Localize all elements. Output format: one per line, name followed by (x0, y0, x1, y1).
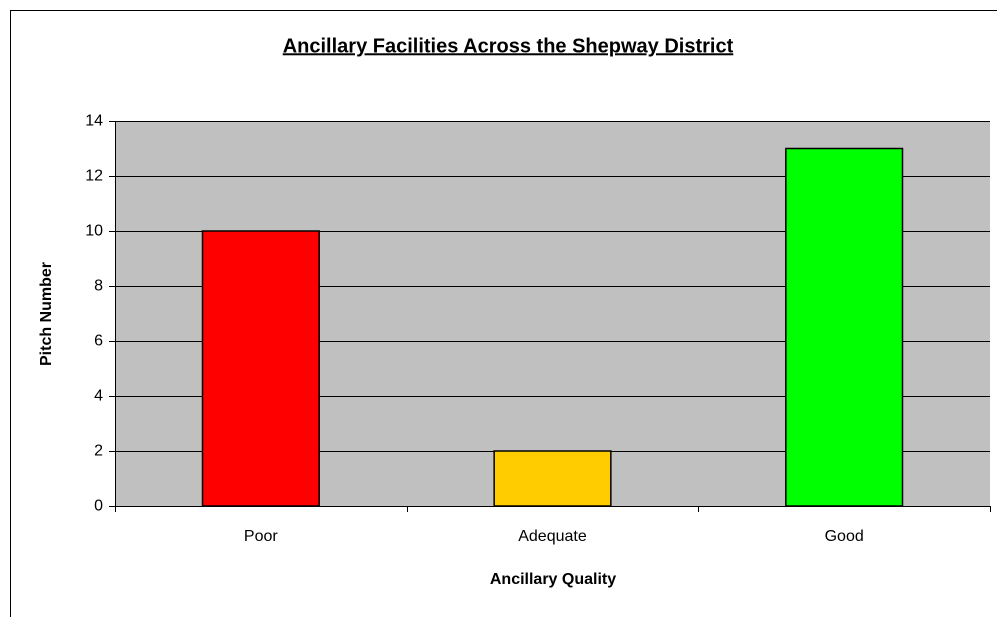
y-tick-label: 0 (94, 498, 103, 515)
y-tick-label: 8 (94, 278, 103, 295)
bar (493, 450, 612, 507)
y-tick-label: 12 (85, 168, 103, 185)
x-tick-label: Poor (244, 528, 278, 545)
x-tick-label: Good (825, 528, 864, 545)
x-tick-label: Adequate (518, 528, 587, 545)
y-axis-title: Pitch Number (38, 262, 55, 366)
x-axis-title: Ancillary Quality (490, 571, 616, 588)
chart-title: Ancillary Facilities Across the Shepway … (283, 35, 734, 57)
chart-border (10, 10, 997, 617)
y-tick-label: 14 (85, 113, 103, 130)
y-tick-label: 6 (94, 333, 103, 350)
bar (785, 147, 904, 507)
bar (201, 230, 320, 507)
y-tick-label: 10 (85, 223, 103, 240)
y-tick-label: 2 (94, 443, 103, 460)
y-tick-label: 4 (94, 388, 103, 405)
